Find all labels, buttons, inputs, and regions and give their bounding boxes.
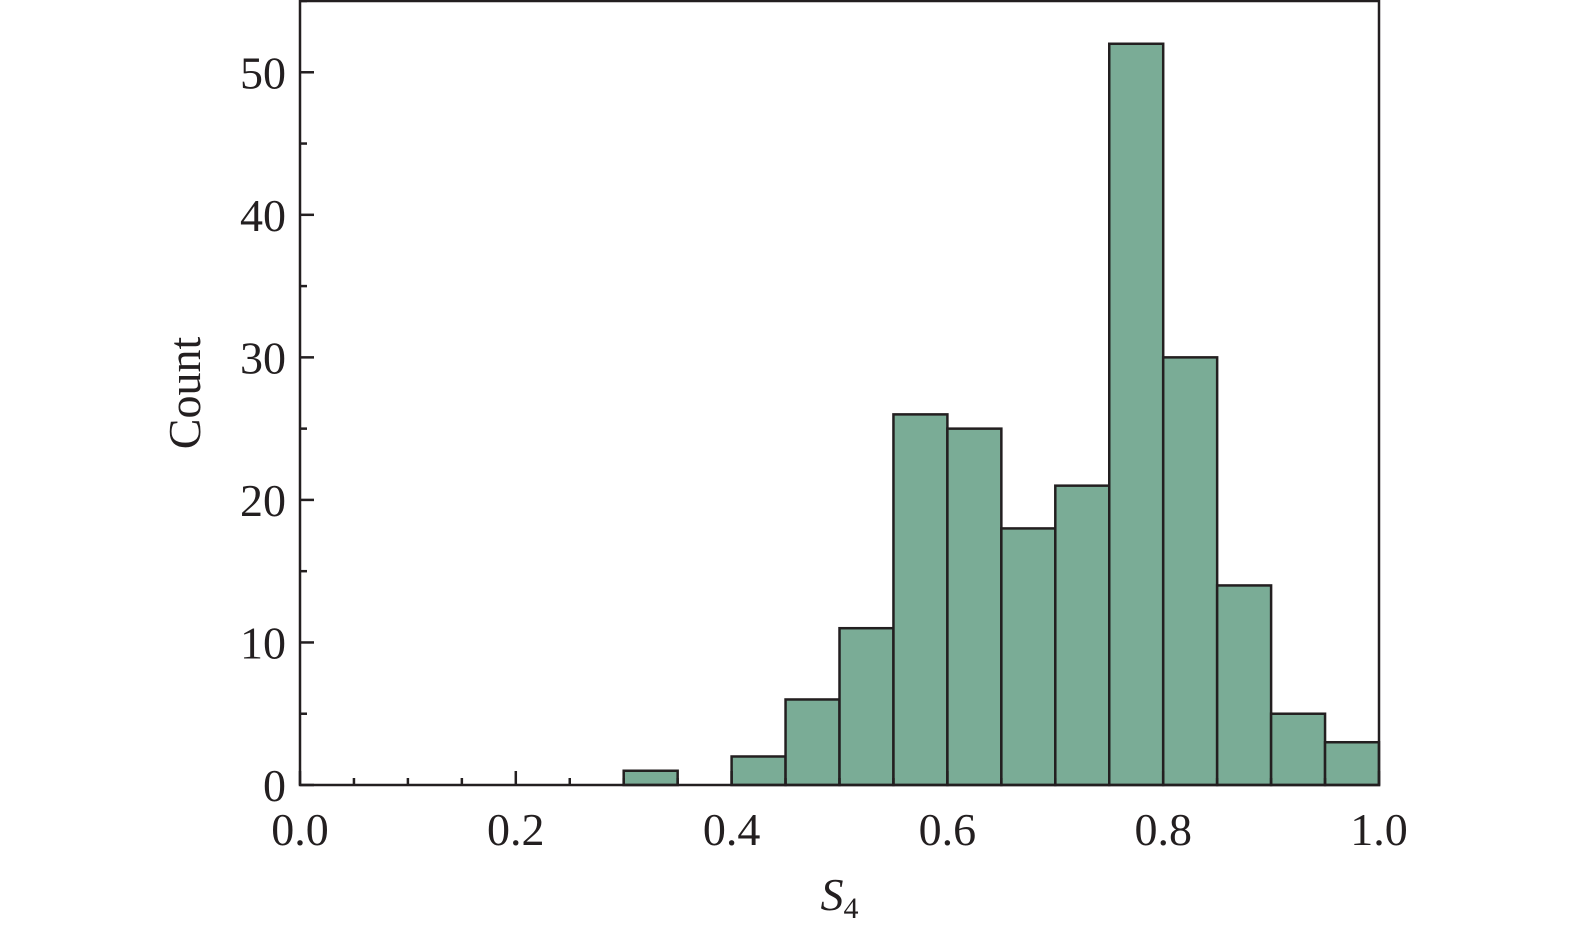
- histogram-bar: [784, 698, 841, 787]
- y-tick-label: 40: [240, 190, 286, 241]
- histogram-bar: [622, 769, 679, 787]
- histogram-bar: [1215, 584, 1273, 787]
- histogram-bar: [1161, 356, 1219, 787]
- y-tick-label: 30: [240, 332, 286, 383]
- x-tick-label: 0.2: [487, 804, 545, 855]
- histogram-bar: [838, 626, 895, 787]
- y-axis-ticks: 0 10 20 30 40 50: [240, 0, 314, 811]
- y-tick-label: 10: [240, 617, 286, 668]
- x-tick-label: 0.4: [703, 804, 761, 855]
- histogram-bar: [1269, 712, 1327, 787]
- y-tick-label: 0: [263, 760, 286, 811]
- x-axis-title-subscript: 4: [844, 892, 859, 925]
- x-tick-label: 0.0: [271, 804, 329, 855]
- x-axis-title: S4: [821, 869, 859, 925]
- x-tick-label: 0.6: [919, 804, 977, 855]
- x-axis-title-main: S: [821, 869, 844, 920]
- histogram-bar: [1323, 740, 1381, 787]
- histogram-bar: [730, 755, 787, 787]
- histogram-bar: [1108, 42, 1165, 787]
- bars-group: [622, 42, 1381, 787]
- x-axis-ticks: 0.0 0.2 0.4 0.6 0.8 1.0: [271, 771, 1408, 855]
- y-axis-title: Count: [159, 337, 210, 450]
- y-tick-label: 50: [240, 47, 286, 98]
- histogram-bar: [946, 427, 1003, 787]
- y-tick-label: 20: [240, 475, 286, 526]
- histogram-bar: [892, 413, 949, 787]
- x-tick-label: 1.0: [1350, 804, 1408, 855]
- histogram-bar: [1000, 527, 1057, 787]
- histogram-bar: [1054, 484, 1111, 787]
- x-tick-label: 0.8: [1134, 804, 1192, 855]
